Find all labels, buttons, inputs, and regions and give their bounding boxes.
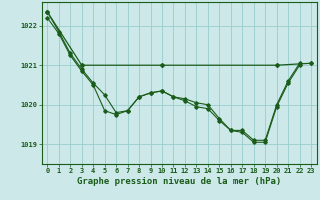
X-axis label: Graphe pression niveau de la mer (hPa): Graphe pression niveau de la mer (hPa): [77, 177, 281, 186]
